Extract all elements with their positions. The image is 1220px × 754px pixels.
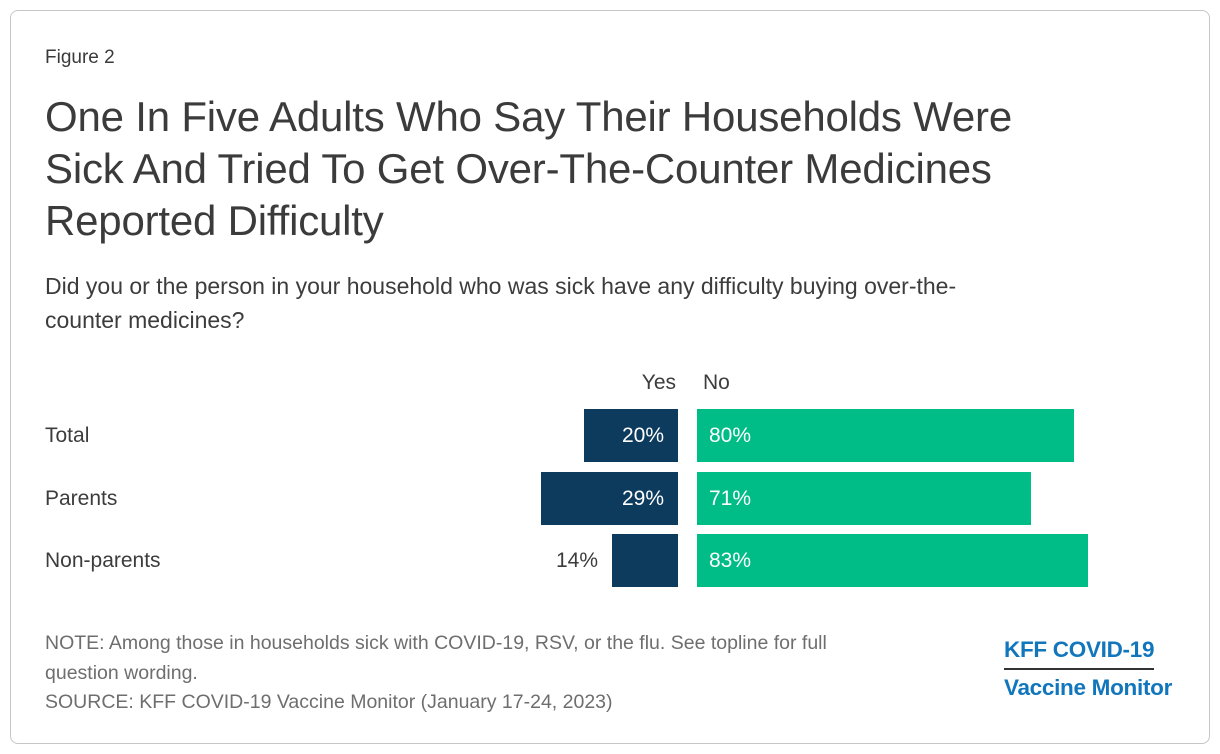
chart: Total 20% 80% Parents 29% 71% Non-parents 14% 83… — [11, 409, 1209, 599]
figure-label: Figure 2 — [45, 47, 115, 68]
bar-no: 71% — [697, 472, 1031, 525]
chart-title-line: Sick And Tried To Get Over-The-Counter M… — [45, 145, 992, 192]
note-line: NOTE: Among those in households sick wit… — [45, 632, 827, 654]
chart-row: Total 20% 80% — [11, 409, 1209, 462]
bar-value-label: 71% — [709, 486, 752, 510]
chart-row: Parents 29% 71% — [11, 472, 1209, 525]
bar-value-label: 80% — [709, 423, 752, 447]
kff-logo-line1: KFF COVID-19 — [1004, 637, 1154, 670]
note-source-block: NOTE: Among those in households sick wit… — [45, 629, 965, 718]
bar-no: 80% — [697, 409, 1074, 462]
kff-logo: KFF COVID-19 Vaccine Monitor — [1004, 637, 1172, 701]
chart-subtitle-line: Did you or the person in your household … — [45, 273, 957, 299]
bar-value-label: 20% — [621, 423, 664, 447]
chart-title: One In Five Adults Who Say Their Househo… — [45, 91, 1185, 247]
category-label: Non-parents — [45, 549, 161, 572]
figure-card: Figure 2 One In Five Adults Who Say Thei… — [10, 10, 1210, 744]
category-label: Total — [45, 424, 90, 447]
bar-yes: 20% — [584, 409, 678, 462]
chart-title-line: Reported Difficulty — [45, 197, 384, 244]
bar-value-label: 83% — [709, 548, 752, 572]
category-label: Parents — [45, 487, 118, 510]
bar-value-label: 29% — [621, 486, 664, 510]
chart-subtitle-line: counter medicines? — [45, 307, 245, 333]
bar-yes: 29% — [541, 472, 678, 525]
bar-value-label: 14% — [555, 549, 598, 572]
series-header-yes: Yes — [641, 371, 676, 394]
source-line: SOURCE: KFF COVID-19 Vaccine Monitor (Ja… — [45, 691, 613, 713]
series-header-no: No — [703, 371, 730, 394]
kff-logo-line2: Vaccine Monitor — [1004, 675, 1173, 700]
chart-row: Non-parents 14% 83% — [11, 534, 1209, 587]
chart-subtitle: Did you or the person in your household … — [45, 269, 1185, 337]
bar-no: 83% — [697, 534, 1088, 587]
note-line: question wording. — [45, 661, 198, 684]
bar-yes — [612, 534, 678, 587]
chart-title-line: One In Five Adults Who Say Their Househo… — [45, 93, 1012, 140]
